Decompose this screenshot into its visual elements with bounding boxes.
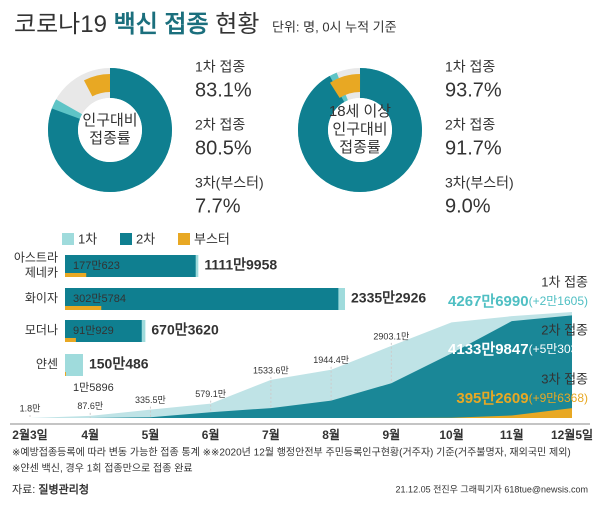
series-name: 2차 접종 bbox=[541, 322, 588, 337]
note: ※얀센 백신, 경우 1회 접종만으로 접종 완료 bbox=[12, 462, 193, 475]
series-name: 3차 접종 bbox=[541, 371, 588, 386]
title: 코로나19 백신 접종 현황 bbox=[14, 11, 259, 38]
category-label: 아스트라 bbox=[14, 251, 58, 265]
x-tick-label: 5월 bbox=[142, 427, 160, 442]
title-part: 코로나19 bbox=[14, 11, 107, 38]
series-name: 1차 접종 bbox=[541, 274, 588, 289]
donut-arc bbox=[54, 74, 166, 186]
legend-swatch bbox=[120, 233, 132, 245]
final-value: 4133만9847 bbox=[448, 341, 529, 358]
donut-series-name: 1차 접종 bbox=[445, 59, 495, 75]
final-value: 395만2609 bbox=[456, 390, 528, 407]
point-label: 1.8만 bbox=[20, 403, 41, 413]
x-tick-label: 11월 bbox=[500, 427, 524, 442]
daily-change: (+5만3033) bbox=[529, 342, 588, 356]
donut-arc bbox=[48, 68, 172, 192]
category-label: 모더나 bbox=[25, 323, 58, 337]
bar-booster bbox=[65, 372, 66, 376]
x-tick-label: 12월5일 bbox=[551, 427, 593, 442]
value-label: 1111만9958 bbox=[204, 257, 277, 273]
donut-series-name: 1차 접종 bbox=[195, 59, 245, 75]
x-tick-label: 7월 bbox=[262, 427, 280, 442]
legend-label: 1차 bbox=[78, 231, 97, 246]
point-label: 2903.1만 bbox=[373, 331, 409, 341]
point-label: 87.6만 bbox=[77, 401, 103, 411]
booster-label: 91만929 bbox=[73, 324, 114, 337]
point-label: 1944.4만 bbox=[313, 355, 349, 365]
title-part: 현황 bbox=[215, 11, 259, 38]
category-label: 화이자 bbox=[25, 291, 58, 305]
area-2 bbox=[30, 315, 572, 418]
donut-series-name: 3차(부스터) bbox=[195, 175, 264, 191]
donut-value: 7.7% bbox=[195, 195, 241, 217]
donut-value: 9.0% bbox=[445, 195, 491, 217]
bars-layer bbox=[65, 255, 345, 376]
donut-center-label: 18세 이상 bbox=[329, 103, 391, 120]
donut-center-label: 인구대비 bbox=[332, 121, 387, 138]
value-label: 2335만2926 bbox=[351, 290, 426, 306]
donut-center-label: 인구대비 bbox=[82, 112, 137, 129]
category-label: 제네카 bbox=[25, 266, 58, 280]
x-tick-label: 4월 bbox=[81, 427, 99, 442]
source-name: 질병관리청 bbox=[38, 482, 89, 496]
bar-booster bbox=[65, 273, 87, 277]
value-label: 670만3620 bbox=[151, 322, 219, 338]
series-final-value: 395만2609(+9만6368) bbox=[456, 390, 588, 407]
area-layer bbox=[29, 312, 572, 418]
source: 자료: 질병관리청 bbox=[12, 482, 89, 496]
donut-value: 91.7% bbox=[445, 137, 502, 159]
donut-center-label: 접종률 bbox=[89, 130, 131, 147]
donut-series-name: 2차 접종 bbox=[195, 117, 245, 133]
bar-second-dose bbox=[65, 288, 339, 310]
donut-series-name: 2차 접종 bbox=[445, 117, 495, 133]
category-label: 얀센 bbox=[36, 357, 58, 371]
x-tick-label: 9월 bbox=[382, 427, 400, 442]
bar-booster bbox=[65, 338, 76, 342]
credit: 21.12.05 전진우 그래픽기자 618tue@newsis.com bbox=[396, 484, 588, 494]
x-tick-label: 6월 bbox=[202, 427, 220, 442]
donut-hole bbox=[78, 98, 142, 162]
x-tick-label: 8월 bbox=[322, 427, 340, 442]
source-label: 자료: bbox=[12, 483, 35, 496]
point-label: 579.1만 bbox=[195, 389, 226, 399]
series-final-value: 4267만6990(+2만1605) bbox=[448, 293, 588, 310]
point-label: 1533.6만 bbox=[253, 365, 289, 375]
series-final-value: 4133만9847(+5만3033) bbox=[448, 341, 588, 358]
bar-first-dose bbox=[65, 354, 83, 376]
x-tick-label: 10월 bbox=[439, 427, 463, 442]
bar-second-dose bbox=[65, 255, 196, 277]
legend-swatch bbox=[62, 233, 74, 245]
donut-value: 83.1% bbox=[195, 79, 252, 101]
donut-arc bbox=[304, 74, 416, 186]
unit-note: 단위: 명, 0시 누적 기준 bbox=[272, 19, 397, 34]
daily-change: (+9만6368) bbox=[529, 391, 588, 405]
x-tick-label: 2월3일 bbox=[12, 427, 47, 442]
donut-center-label: 접종률 bbox=[339, 139, 381, 156]
daily-change: (+2만1605) bbox=[529, 294, 588, 308]
legend-label: 부스터 bbox=[194, 231, 230, 246]
booster-label: 177만623 bbox=[73, 259, 120, 272]
value-label: 150만486 bbox=[89, 356, 149, 372]
legend-swatch bbox=[178, 233, 190, 245]
area-3 bbox=[30, 408, 572, 418]
point-label: 335.5만 bbox=[135, 395, 166, 405]
booster-label: 1만5896 bbox=[73, 381, 114, 394]
donut-hole bbox=[328, 98, 392, 162]
final-value: 4267만6990 bbox=[448, 293, 529, 310]
donut-value: 93.7% bbox=[445, 79, 502, 101]
title-part: 백신 접종 bbox=[114, 11, 209, 38]
donut-series-name: 3차(부스터) bbox=[445, 175, 514, 191]
booster-label: 302만5784 bbox=[73, 292, 126, 305]
note: ※예방접종등록에 따라 변동 가능한 접종 통계 ※※2020년 12월 행정안… bbox=[12, 447, 571, 459]
legend-label: 2차 bbox=[136, 231, 155, 246]
bar-second-dose bbox=[65, 320, 142, 342]
bar-booster bbox=[65, 306, 102, 310]
donut-value: 80.5% bbox=[195, 137, 252, 159]
